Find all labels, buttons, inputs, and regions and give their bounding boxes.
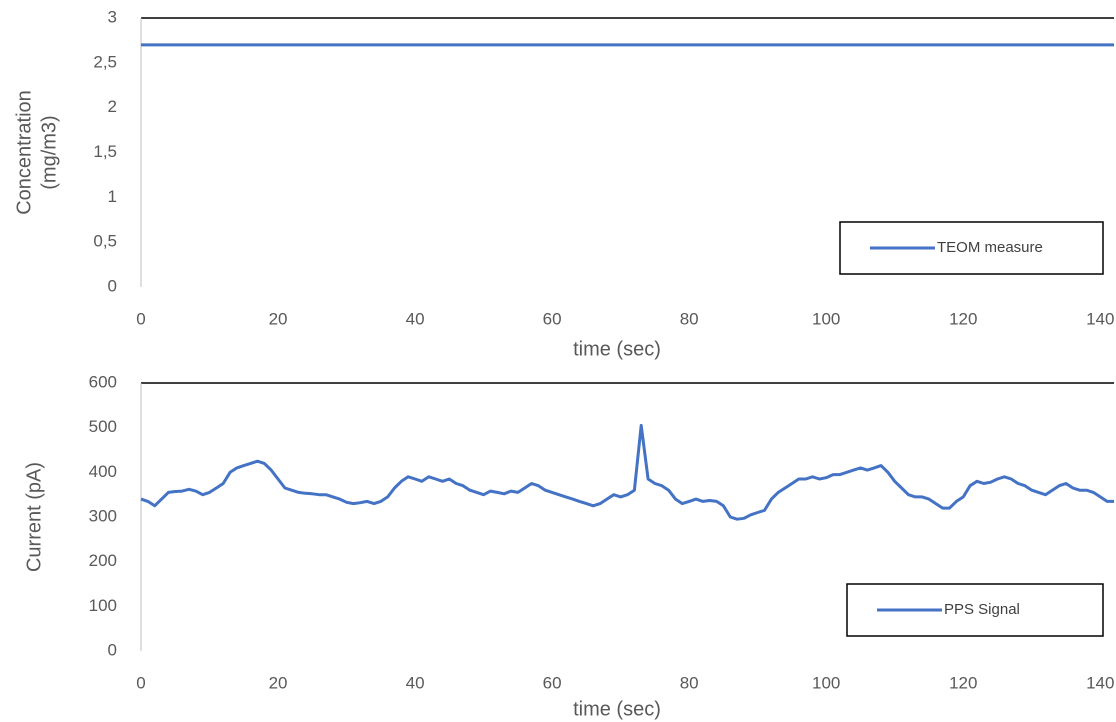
y-tick-label: 600	[89, 372, 117, 391]
y-tick-label: 1,5	[93, 142, 117, 161]
x-tick-label: 80	[680, 673, 699, 692]
x-tick-label: 140	[1086, 673, 1114, 692]
x-tick-label: 40	[406, 673, 425, 692]
y-tick-label: 200	[89, 551, 117, 570]
y-tick-label: 2,5	[93, 52, 117, 71]
y-tick-label: 3	[108, 7, 117, 26]
x-axis-title: time (sec)	[573, 338, 661, 360]
x-tick-label: 0	[136, 673, 145, 692]
legend-box	[846, 583, 1104, 637]
x-tick-label: 140	[1086, 309, 1114, 328]
x-tick-label: 120	[949, 309, 977, 328]
x-tick-label: 100	[812, 309, 840, 328]
y-tick-label: 0,5	[93, 232, 117, 251]
x-axis-title: time (sec)	[573, 698, 661, 720]
y-tick-label: 300	[89, 506, 117, 525]
x-tick-label: 120	[949, 673, 977, 692]
y-tick-label: 2	[108, 97, 117, 116]
x-tick-label: 60	[543, 309, 562, 328]
legend-label: PPS Signal	[944, 601, 1020, 618]
x-tick-label: 0	[136, 309, 145, 328]
series-line	[140, 423, 1114, 521]
y-axis-title: Current (pA)	[23, 462, 45, 572]
x-tick-label: 40	[406, 309, 425, 328]
y-tick-label: 0	[108, 276, 117, 295]
x-tick-label: 20	[269, 309, 288, 328]
y-tick-label: 0	[108, 640, 117, 659]
y-axis-title: (mg/m3)	[38, 115, 60, 189]
y-tick-label: 1	[108, 187, 117, 206]
x-tick-label: 20	[269, 673, 288, 692]
legend-label: TEOM measure	[937, 239, 1043, 256]
x-tick-label: 100	[812, 673, 840, 692]
y-tick-label: 500	[89, 417, 117, 436]
y-axis-title: Concentration	[13, 90, 35, 215]
x-tick-label: 60	[543, 673, 562, 692]
x-tick-label: 80	[680, 309, 699, 328]
y-tick-label: 400	[89, 462, 117, 481]
y-tick-label: 100	[89, 596, 117, 615]
